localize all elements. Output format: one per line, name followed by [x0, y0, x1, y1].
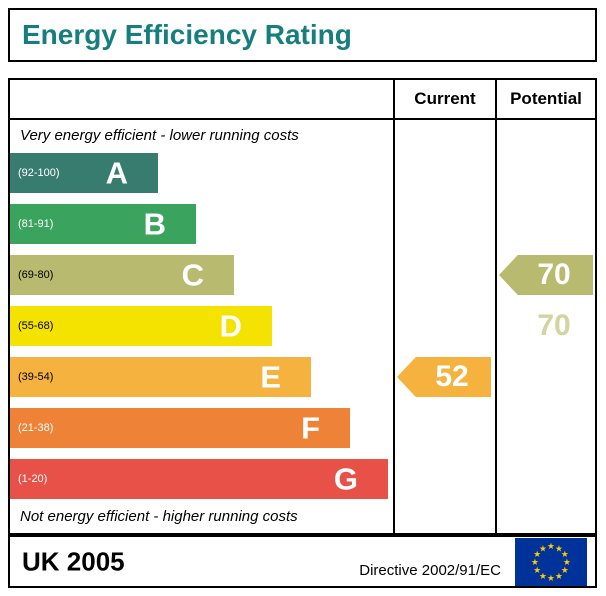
eu-flag-stars: ★ ★ ★ ★ ★ ★ ★ ★ ★ ★ ★ ★	[531, 542, 571, 584]
band-letter: B	[143, 206, 166, 242]
current-column-header: Current	[414, 89, 476, 108]
band-c-bar: (69-80) C	[10, 255, 234, 295]
potential-rating-arrow: 70	[499, 255, 593, 295]
band-g-bar: (1-20) G	[10, 459, 388, 499]
band-e-bar: (39-54) E	[10, 357, 311, 397]
band-letter: G	[333, 461, 358, 497]
band-b-bar: (81-91) B	[10, 204, 196, 244]
band-a-bar: (92-100) A	[10, 153, 158, 193]
band-letter: F	[301, 410, 320, 446]
eu-flag-icon: ★ ★ ★ ★ ★ ★ ★ ★ ★ ★ ★ ★	[515, 538, 587, 586]
current-column-divider	[393, 80, 395, 533]
footer: UK 2005 Directive 2002/91/EC ★ ★ ★ ★ ★ ★…	[8, 535, 597, 588]
band-letter: D	[219, 308, 242, 344]
svg-text:★: ★	[539, 572, 547, 582]
directive-label: Directive 2002/91/EC	[359, 562, 501, 579]
svg-text:★: ★	[539, 544, 547, 554]
column-header-row: Current Potential	[10, 80, 595, 120]
svg-text:★: ★	[547, 574, 555, 584]
potential-ghost-value: 70	[537, 309, 571, 342]
band-range-label: (69-80)	[18, 269, 54, 281]
rating-chart: Current Potential Very energy efficient …	[8, 78, 597, 535]
svg-text:★: ★	[561, 566, 569, 576]
current-rating-value: 52	[435, 360, 469, 393]
svg-text:★: ★	[563, 558, 571, 568]
band-range-label: (1-20)	[18, 473, 48, 485]
band-range-label: (55-68)	[18, 320, 54, 332]
band-letter: C	[181, 257, 204, 293]
band-f-bar: (21-38) F	[10, 408, 350, 448]
svg-text:★: ★	[531, 558, 539, 568]
potential-column-divider	[495, 80, 497, 533]
svg-text:★: ★	[533, 550, 541, 560]
potential-rating-value: 70	[537, 258, 571, 291]
current-rating-arrow: 52	[397, 357, 491, 397]
band-letter: A	[105, 155, 128, 191]
band-range-label: (81-91)	[18, 218, 54, 230]
band-d-bar: (55-68) D	[10, 306, 272, 346]
svg-text:★: ★	[547, 542, 555, 552]
potential-column-header: Potential	[510, 89, 582, 108]
title-bar: Energy Efficiency Rating	[8, 8, 597, 62]
band-range-label: (21-38)	[18, 422, 54, 434]
band-letter: E	[260, 359, 281, 395]
svg-text:★: ★	[555, 544, 563, 554]
bottom-note: Not energy efficient - higher running co…	[20, 508, 298, 525]
page-title: Energy Efficiency Rating	[22, 19, 352, 50]
svg-text:★: ★	[561, 550, 569, 560]
uk-2005-label: UK 2005	[22, 546, 125, 576]
band-range-label: (92-100)	[18, 167, 60, 179]
top-note: Very energy efficient - lower running co…	[20, 127, 299, 144]
svg-text:★: ★	[533, 566, 541, 576]
band-range-label: (39-54)	[18, 371, 54, 383]
svg-text:★: ★	[555, 572, 563, 582]
